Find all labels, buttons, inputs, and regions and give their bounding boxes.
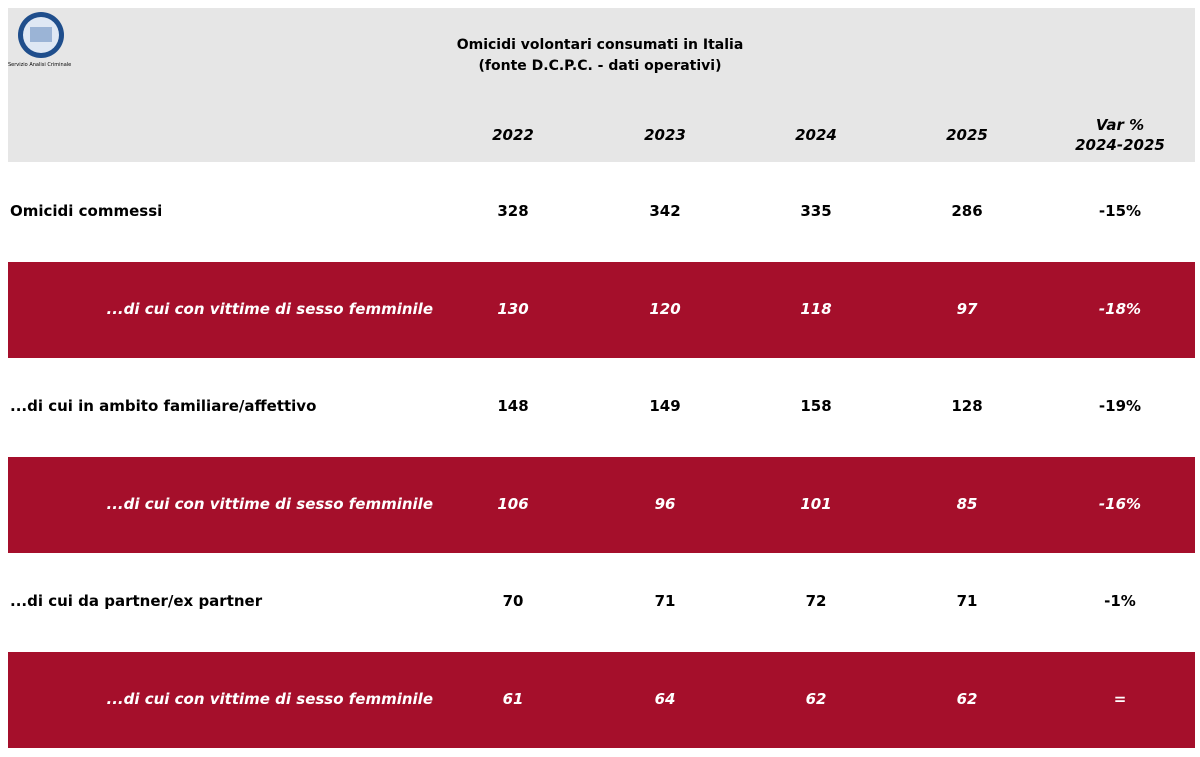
cell: -18%: [1098, 299, 1142, 318]
cell: 96: [654, 494, 676, 513]
cell: 120: [649, 299, 681, 318]
cell: 106: [497, 494, 529, 513]
row-label: ...di cui con vittime di sesso femminile: [106, 494, 433, 513]
cell: 72: [805, 592, 827, 611]
row-band: [8, 652, 1195, 748]
subtitle: (fonte D.C.P.C. - dati operativi): [478, 58, 722, 74]
row-band: [8, 456, 1195, 553]
cell: 335: [800, 202, 832, 220]
cell: =: [1113, 690, 1127, 708]
logo: [18, 12, 64, 58]
logo-text: Servizio Analisi Criminale: [8, 62, 72, 68]
cell: 158: [800, 397, 832, 416]
row-label: ...di cui con vittime di sesso femminile: [106, 299, 433, 318]
cell: 118: [800, 299, 832, 318]
cell: 148: [497, 397, 529, 416]
cell: 70: [502, 592, 524, 611]
cell: 71: [956, 592, 978, 611]
cell: 328: [497, 202, 529, 220]
cell: 286: [951, 202, 983, 220]
cell: 342: [649, 202, 681, 220]
header-band: [8, 8, 1195, 162]
cell: 85: [956, 494, 978, 513]
row-label: Omicidi commessi: [10, 202, 163, 220]
column-header: 2025: [946, 126, 988, 144]
title: Omicidi volontari consumati in Italia: [456, 37, 744, 53]
cell: 149: [649, 397, 681, 416]
cell: -16%: [1098, 494, 1142, 513]
column-header: 2023: [644, 126, 686, 144]
cell: 128: [951, 397, 983, 416]
cell: 62: [805, 690, 827, 708]
cell: -15%: [1098, 202, 1142, 220]
cell: 130: [497, 299, 529, 318]
cell: 62: [956, 690, 978, 708]
column-header: 2024-2025: [1075, 136, 1165, 154]
cell: -1%: [1104, 592, 1136, 611]
column-header: 2022: [492, 126, 534, 144]
cell: 71: [654, 592, 676, 611]
cell: 64: [654, 690, 676, 708]
row-label: ...di cui da partner/ex partner: [10, 592, 263, 611]
cell: 101: [800, 494, 832, 513]
row-band: [8, 261, 1195, 358]
cell: 61: [502, 690, 524, 708]
column-header: 2024: [795, 126, 837, 144]
row-label: ...di cui con vittime di sesso femminile: [106, 690, 433, 708]
row-label: ...di cui in ambito familiare/affettivo: [10, 397, 317, 416]
cell: -19%: [1098, 397, 1142, 416]
column-header: Var %: [1095, 116, 1145, 134]
cell: 97: [956, 299, 978, 318]
